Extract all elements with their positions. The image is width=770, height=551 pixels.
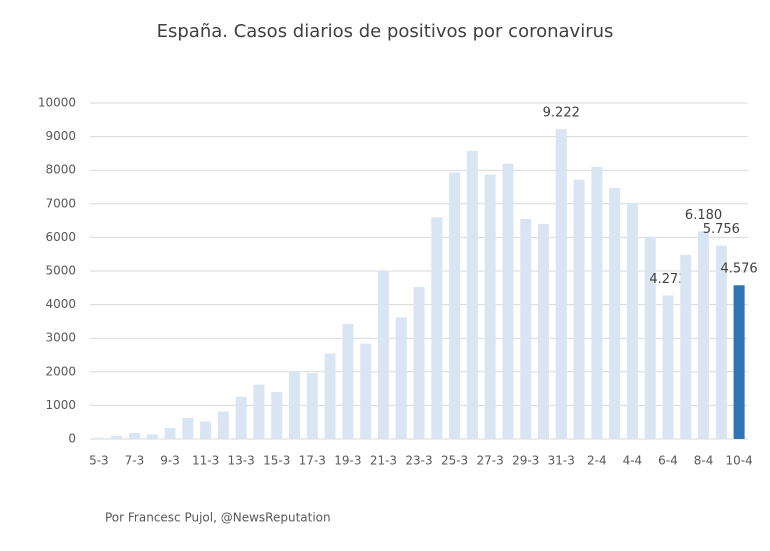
bar	[502, 163, 514, 440]
bar	[733, 285, 745, 439]
bar	[484, 174, 496, 439]
data-label: 9.222	[543, 106, 580, 121]
x-tick-label: 31-3	[548, 454, 575, 468]
data-label: 4.273	[649, 272, 686, 287]
bar	[449, 172, 461, 439]
y-tick-label: 1000	[45, 398, 76, 412]
x-tick-label: 23-3	[405, 454, 432, 468]
y-tick-label: 3000	[45, 331, 76, 345]
bar	[93, 437, 105, 439]
x-tick-label: 25-3	[441, 454, 468, 468]
bar	[431, 217, 443, 439]
bar	[466, 150, 478, 439]
bar	[609, 188, 621, 439]
bar	[324, 353, 336, 439]
bar	[413, 287, 425, 439]
x-tick-label: 13-3	[228, 454, 255, 468]
bar	[698, 231, 710, 439]
chart-title: España. Casos diarios de positivos por c…	[157, 21, 614, 42]
bar	[128, 432, 140, 439]
bar	[182, 417, 194, 439]
y-tick-label: 9000	[45, 129, 76, 143]
x-tick-label: 15-3	[263, 454, 290, 468]
bar	[520, 218, 532, 439]
bar	[715, 245, 727, 439]
x-tick-label: 8-4	[694, 454, 714, 468]
bar	[146, 434, 158, 439]
bar	[111, 435, 123, 439]
bar	[164, 427, 176, 439]
bar	[377, 271, 389, 439]
x-tick-label: 4-4	[623, 454, 643, 468]
x-tick-label: 21-3	[370, 454, 397, 468]
bar	[573, 179, 585, 439]
x-tick-label: 2-4	[587, 454, 607, 468]
data-label: 5.756	[703, 222, 740, 237]
x-tick-label: 19-3	[334, 454, 361, 468]
y-tick-label: 10000	[38, 96, 76, 110]
bar	[360, 343, 372, 439]
data-label: 6.180	[685, 208, 722, 223]
bar	[591, 166, 603, 439]
y-tick-label: 8000	[45, 163, 76, 177]
bar	[395, 317, 407, 439]
y-tick-label: 7000	[45, 196, 76, 210]
bar	[289, 371, 301, 439]
y-tick-label: 0	[68, 432, 76, 446]
y-tick-label: 5000	[45, 264, 76, 278]
x-tick-label: 9-3	[160, 454, 180, 468]
bar	[555, 129, 567, 439]
x-tick-label: 10-4	[725, 454, 752, 468]
bar	[680, 254, 692, 439]
bar	[253, 384, 265, 439]
bar	[644, 236, 656, 439]
bar	[271, 391, 283, 439]
y-tick-label: 4000	[45, 297, 76, 311]
y-tick-label: 6000	[45, 230, 76, 244]
x-tick-label: 7-3	[125, 454, 145, 468]
data-label: 4.576	[720, 262, 757, 277]
bar	[235, 396, 247, 439]
x-tick-label: 6-4	[658, 454, 678, 468]
bar	[626, 202, 638, 439]
bar	[537, 223, 549, 439]
x-tick-label: 27-3	[477, 454, 504, 468]
x-tick-label: 5-3	[89, 454, 109, 468]
y-tick-label: 2000	[45, 364, 76, 378]
x-tick-label: 29-3	[512, 454, 539, 468]
bar	[200, 421, 212, 439]
x-tick-label: 17-3	[299, 454, 326, 468]
bar	[662, 295, 674, 439]
x-tick-label: 11-3	[192, 454, 219, 468]
bar	[342, 323, 354, 439]
bar	[217, 411, 229, 439]
bar	[306, 373, 318, 439]
source: Por Francesc Pujol, @NewsReputation	[105, 511, 331, 525]
